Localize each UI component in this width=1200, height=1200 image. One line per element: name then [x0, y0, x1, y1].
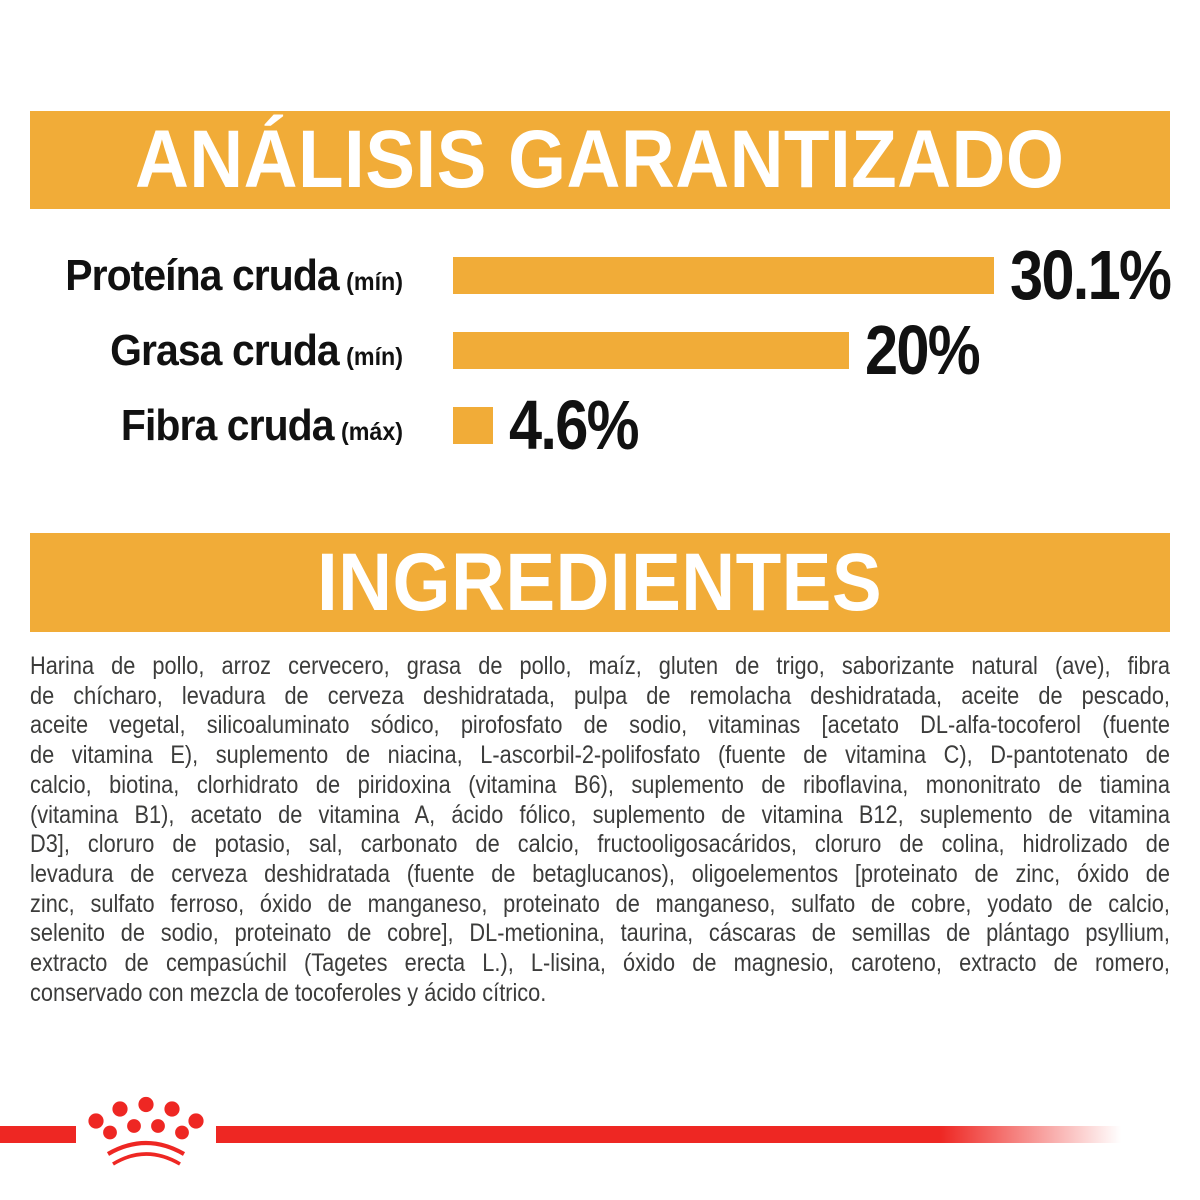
ingredients-title: INGREDIENTES: [317, 536, 883, 628]
ingredients-line: (vitamina B1), acetato de vitamina A, ác…: [30, 800, 1170, 829]
chart-row-fat: Grasa cruda (mín) 20%: [0, 311, 1200, 389]
fiber-bar: [453, 407, 493, 444]
analysis-title: ANÁLISIS GARANTIZADO: [135, 114, 1065, 205]
ingredients-line: levadura de cerveza deshidratada (fuente…: [30, 859, 1170, 888]
ingredients-line: de vitamina E), suplemento de niacina, L…: [30, 741, 1170, 770]
ingredients-line: Harina de pollo, arroz cervecero, grasa …: [30, 652, 1170, 680]
ingredients-line: D3], cloruro de potasio, sal, carbonato …: [30, 830, 1170, 859]
protein-label-text: Proteína cruda: [65, 251, 339, 300]
chart-row-protein: Proteína cruda (mín) 30.1%: [0, 236, 1200, 314]
ingredients-line: de chícharo, levadura de cerveza deshidr…: [30, 681, 1170, 710]
fiber-label: Fibra cruda (máx): [56, 404, 403, 448]
ingredients-line: zinc, sulfato ferroso, óxido de manganes…: [30, 889, 1170, 918]
protein-label: Proteína cruda (mín): [56, 254, 403, 298]
brand-rule-left: [0, 1126, 76, 1143]
ingredients-line: calcio, biotina, clorhidrato de piridoxi…: [30, 770, 1170, 799]
ingredients-line: aceite vegetal, silicoaluminato sódico, …: [30, 711, 1170, 740]
ingredients-line: conservado con mezcla de tocoferoles y á…: [30, 978, 547, 1007]
protein-qualifier: (mín): [346, 268, 403, 296]
protein-value: 30.1%: [1010, 236, 1172, 314]
fat-value: 20%: [865, 311, 981, 389]
ingredients-line: extracto de cempasúchil (Tagetes erecta …: [30, 949, 1170, 978]
ingredients-banner: INGREDIENTES: [30, 533, 1170, 632]
analysis-banner: ANÁLISIS GARANTIZADO: [30, 111, 1170, 209]
fat-qualifier: (mín): [346, 343, 403, 371]
fat-bar: [453, 332, 849, 369]
ingredients-text: Harina de pollo, arroz cervecero, grasa …: [30, 652, 1170, 1008]
fiber-value: 4.6%: [509, 386, 640, 464]
protein-bar: [453, 257, 994, 294]
fiber-label-text: Fibra cruda: [120, 401, 335, 450]
ingredients-line: selenito de sodio, proteinato de cobre],…: [30, 919, 1170, 948]
fat-label-text: Grasa cruda: [110, 326, 340, 375]
brand-rule-right: [216, 1126, 1121, 1143]
royal-canin-crown-icon: [88, 1096, 204, 1166]
fat-label: Grasa cruda (mín): [56, 329, 403, 373]
fiber-qualifier: (máx): [340, 418, 403, 446]
chart-row-fiber: Fibra cruda (máx) 4.6%: [0, 386, 1200, 464]
